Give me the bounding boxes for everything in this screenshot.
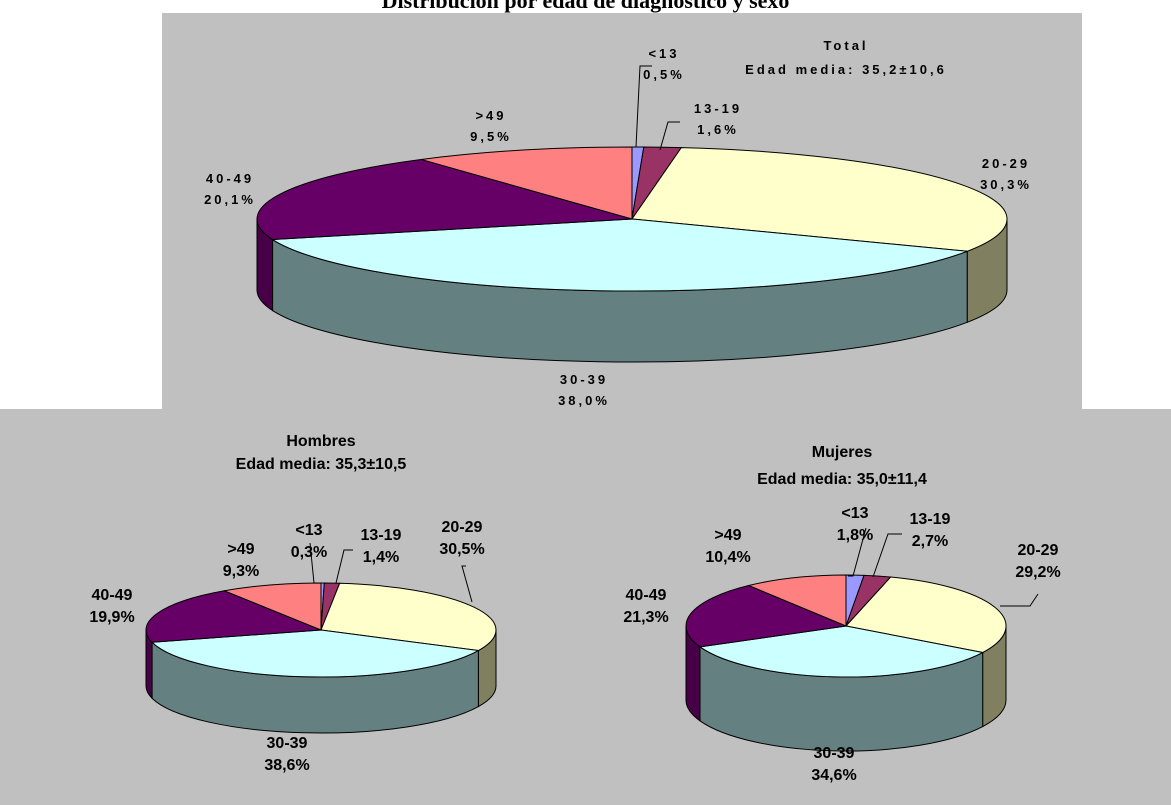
value-label-30-39: 34,6%: [811, 767, 856, 784]
category-label-gt49: >49: [227, 541, 254, 558]
value-label-gt49: 9,5%: [470, 129, 512, 144]
leader-line-20-29: [461, 565, 473, 603]
pie-hombres: Hombres Edad media: 35,3±10,5 <13 0,3% 13-19…: [89, 433, 497, 774]
leader-line-20-29: [1000, 593, 1039, 607]
category-label-40-49: 40-49: [626, 587, 667, 604]
value-label-gt49: 9,3%: [223, 563, 259, 580]
leader-line-13-19: [335, 549, 353, 584]
category-label-13-19: 13-19: [361, 527, 402, 544]
slice-30-39: [150, 629, 480, 678]
pie-total-labels: <13 0,5% 13-19 1,6% 20-29 30,3% 30-39 38,0% 40-4…: [204, 46, 1032, 408]
chart-title-total: Total: [823, 38, 868, 53]
chart-title-hombres: Hombres: [286, 433, 355, 450]
pie-hombres-slices: [145, 582, 497, 678]
value-label-13-19: 2,7%: [912, 533, 948, 550]
chart-subtitle-mujeres: Edad media: 35,0±11,4: [757, 471, 927, 488]
leader-line-13-19: [659, 121, 680, 151]
leader-line-lt13: [309, 542, 319, 584]
leader-line-lt13: [848, 527, 867, 577]
value-label-20-29: 30,5%: [439, 541, 484, 558]
pie-total-slices: [256, 146, 1008, 292]
leader-line-13-19: [872, 533, 902, 578]
value-label-40-49: 21,3%: [623, 609, 668, 626]
category-label-20-29: 20-29: [442, 519, 483, 536]
category-label-20-29: 20-29: [982, 156, 1030, 171]
value-label-20-29: 29,2%: [1015, 564, 1060, 581]
value-label-30-39: 38,6%: [264, 757, 309, 774]
value-label-lt13: 0,3%: [291, 544, 327, 561]
chart-title-mujeres: Mujeres: [812, 444, 873, 461]
category-label-40-49: 40-49: [92, 587, 133, 604]
value-label-13-19: 1,6%: [697, 122, 739, 137]
value-label-lt13: 0,5%: [643, 67, 685, 82]
pie-mujeres-slices: [685, 574, 1007, 678]
slice-gt49: [747, 574, 847, 627]
category-label-13-19: 13-19: [694, 101, 742, 116]
chart-subtitle-hombres: Edad media: 35,3±10,5: [236, 456, 407, 473]
page-title: Distribución por edad de diagnóstico y s…: [381, 0, 790, 13]
category-label-gt49: >49: [475, 108, 506, 123]
slice-gt49: [421, 146, 633, 220]
slice-40-49: [256, 158, 633, 241]
category-label-lt13: <13: [295, 522, 322, 539]
leader-line-lt13: [635, 65, 652, 148]
pie-total: Total Edad media: 35,2±10,6 <13 0,5% 13-19 1,…: [204, 38, 1032, 408]
category-label-13-19: 13-19: [910, 511, 951, 528]
chart-subtitle-total: Edad media: 35,2±10,6: [745, 62, 947, 77]
category-label-20-29: 20-29: [1018, 542, 1059, 559]
value-label-40-49: 19,9%: [89, 609, 134, 626]
slice-20-29: [631, 147, 1008, 252]
category-label-lt13: <13: [841, 505, 868, 522]
pie-mujeres: Mujeres Edad media: 35,0±11,4 <13 1,8% 13-19…: [623, 444, 1060, 784]
slice-20-29: [320, 582, 497, 652]
value-label-gt49: 10,4%: [705, 549, 750, 566]
category-label-40-49: 40-49: [206, 171, 254, 186]
value-label-lt13: 1,8%: [837, 527, 873, 544]
slice-40-49: [685, 584, 848, 648]
value-label-30-39: 38,0%: [558, 393, 610, 408]
slice-40-49: [145, 590, 322, 643]
value-label-13-19: 1,4%: [363, 549, 399, 566]
slice-30-39: [270, 218, 968, 292]
pie-mujeres-labels: <13 1,8% 13-19 2,7% 20-29 29,2% 30-39 34,6% 40-4…: [623, 505, 1060, 784]
category-label-30-39: 30-39: [267, 735, 308, 752]
category-label-30-39: 30-39: [814, 745, 855, 762]
slice-30-39: [698, 625, 985, 678]
value-label-40-49: 20,1%: [204, 192, 256, 207]
category-label-gt49: >49: [714, 527, 741, 544]
category-label-30-39: 30-39: [560, 372, 608, 387]
category-label-lt13: <13: [648, 46, 679, 61]
value-label-20-29: 30,3%: [980, 177, 1032, 192]
pie-hombres-labels: <13 0,3% 13-19 1,4% 20-29 30,5% 30-39 38,6% 40-4…: [89, 519, 484, 774]
pie-hombres-sides: [145, 629, 497, 734]
